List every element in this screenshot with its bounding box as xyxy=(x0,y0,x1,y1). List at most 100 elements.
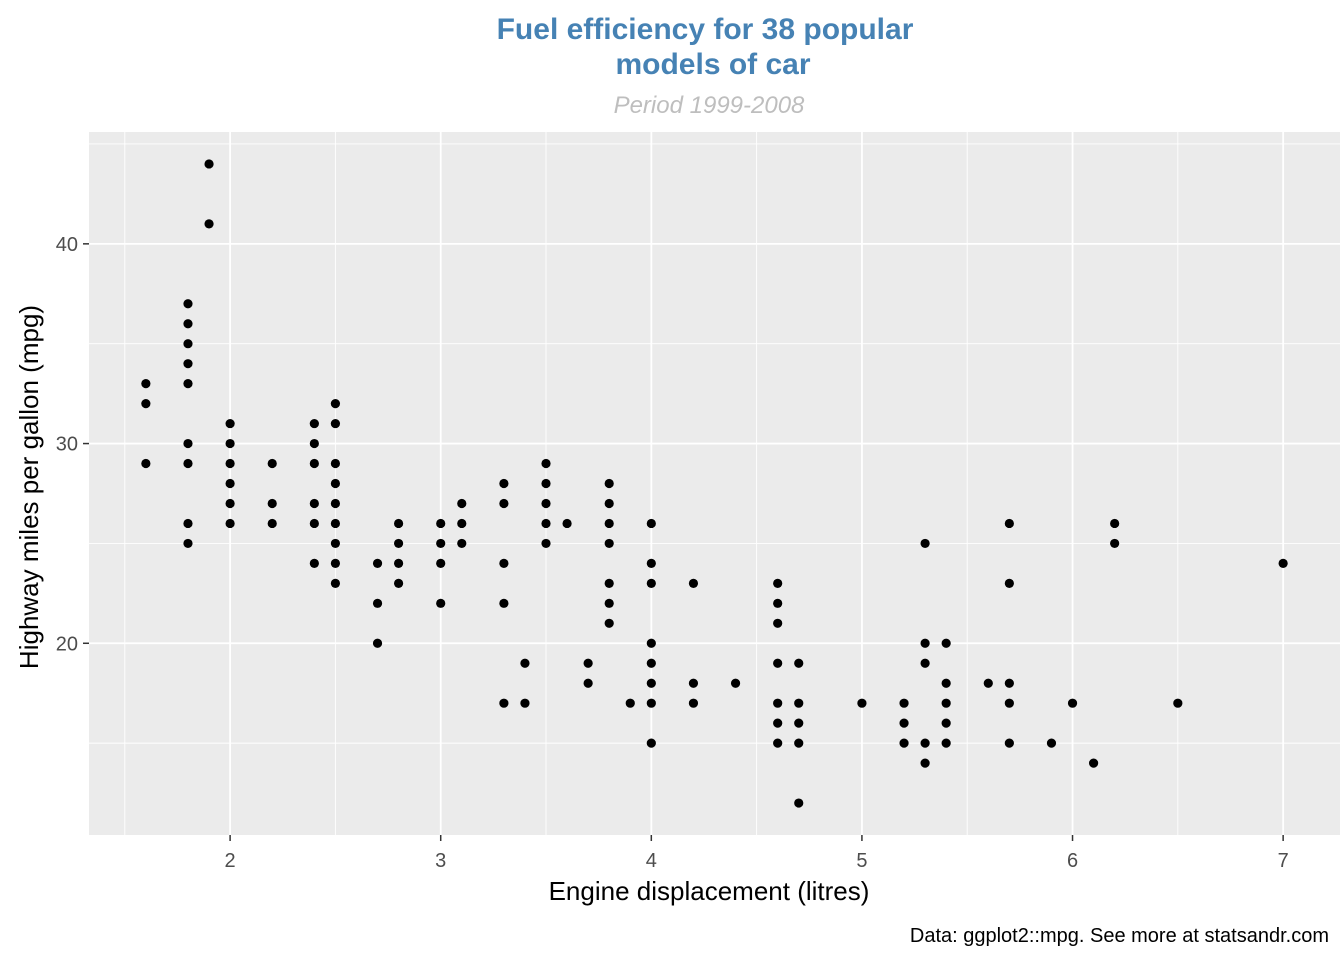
data-point xyxy=(920,638,930,648)
data-point xyxy=(899,718,909,728)
data-point xyxy=(646,558,656,568)
data-point xyxy=(1004,518,1014,529)
data-point xyxy=(1173,698,1183,708)
data-point xyxy=(267,518,277,529)
data-point xyxy=(899,738,909,748)
data-point xyxy=(225,438,235,449)
data-point xyxy=(773,698,783,708)
x-tick-label: 2 xyxy=(225,850,236,872)
data-point xyxy=(141,379,151,389)
data-point xyxy=(372,558,383,568)
data-point xyxy=(1067,698,1078,708)
data-point xyxy=(646,678,656,688)
data-point xyxy=(941,698,951,708)
data-point xyxy=(920,758,930,768)
data-point xyxy=(141,458,151,469)
data-point xyxy=(499,558,509,568)
data-point xyxy=(857,698,867,708)
data-point xyxy=(604,498,614,509)
data-point xyxy=(646,518,656,529)
data-point xyxy=(541,458,551,469)
data-point xyxy=(604,518,614,529)
data-point xyxy=(1110,518,1120,529)
data-point xyxy=(688,578,699,588)
data-point xyxy=(372,638,383,648)
y-axis: 20 30 40 xyxy=(56,234,89,655)
data-point xyxy=(983,678,993,688)
data-point xyxy=(1004,578,1014,588)
data-point xyxy=(1004,738,1014,748)
data-point xyxy=(499,698,509,708)
data-point xyxy=(330,418,341,429)
data-point xyxy=(520,658,530,668)
data-point xyxy=(309,518,319,529)
minor-gridlines xyxy=(89,132,1340,835)
data-point xyxy=(688,678,699,688)
data-point xyxy=(309,418,319,429)
data-point xyxy=(183,518,193,529)
data-point xyxy=(941,718,951,728)
data-point xyxy=(1110,538,1120,549)
data-point xyxy=(794,698,804,708)
data-point xyxy=(204,219,214,229)
data-point xyxy=(183,379,193,389)
data-point xyxy=(604,478,614,489)
y-tick-label: 20 xyxy=(56,633,78,655)
data-point xyxy=(330,458,341,469)
data-point xyxy=(225,498,235,509)
data-point xyxy=(499,498,509,509)
y-tick-label: 40 xyxy=(56,234,78,256)
data-point xyxy=(436,598,446,608)
data-point xyxy=(773,618,783,628)
data-point xyxy=(773,738,783,748)
data-point xyxy=(330,399,341,409)
data-point xyxy=(773,718,783,728)
data-point xyxy=(604,538,614,549)
data-point xyxy=(183,458,193,469)
x-tick-label: 3 xyxy=(435,850,446,872)
data-point xyxy=(646,578,656,588)
data-point xyxy=(794,738,804,748)
chart-caption: Data: ggplot2::mpg. See more at statsand… xyxy=(910,925,1329,947)
data-point xyxy=(625,698,635,708)
chart-subtitle: Period 1999-2008 xyxy=(614,92,805,119)
data-point xyxy=(541,518,551,529)
data-point xyxy=(794,718,804,728)
major-gridlines xyxy=(89,132,1340,835)
data-point xyxy=(225,478,235,489)
data-points xyxy=(141,159,1288,808)
data-point xyxy=(1004,698,1014,708)
data-point xyxy=(604,578,614,588)
data-point xyxy=(309,458,319,469)
data-point xyxy=(1278,558,1288,568)
data-point xyxy=(730,678,741,688)
data-point xyxy=(225,518,235,529)
data-point xyxy=(330,558,341,568)
data-point xyxy=(393,578,404,588)
data-point xyxy=(646,738,656,748)
data-point xyxy=(794,798,804,808)
data-point xyxy=(330,578,341,588)
data-point xyxy=(1088,758,1099,768)
data-point xyxy=(436,518,446,529)
data-point xyxy=(1004,678,1014,688)
data-point xyxy=(267,458,277,469)
data-point xyxy=(794,658,804,668)
data-point xyxy=(583,678,593,688)
data-point xyxy=(604,598,614,608)
data-point xyxy=(204,159,214,169)
data-point xyxy=(457,518,467,529)
data-point xyxy=(457,538,467,549)
data-point xyxy=(330,518,341,529)
data-point xyxy=(541,538,551,549)
data-point xyxy=(688,698,699,708)
data-point xyxy=(393,538,404,549)
x-tick-label: 7 xyxy=(1278,850,1289,872)
data-point xyxy=(941,638,951,648)
data-point xyxy=(520,698,530,708)
data-point xyxy=(267,498,277,509)
data-point xyxy=(309,498,319,509)
data-point xyxy=(436,558,446,568)
data-point xyxy=(583,658,593,668)
